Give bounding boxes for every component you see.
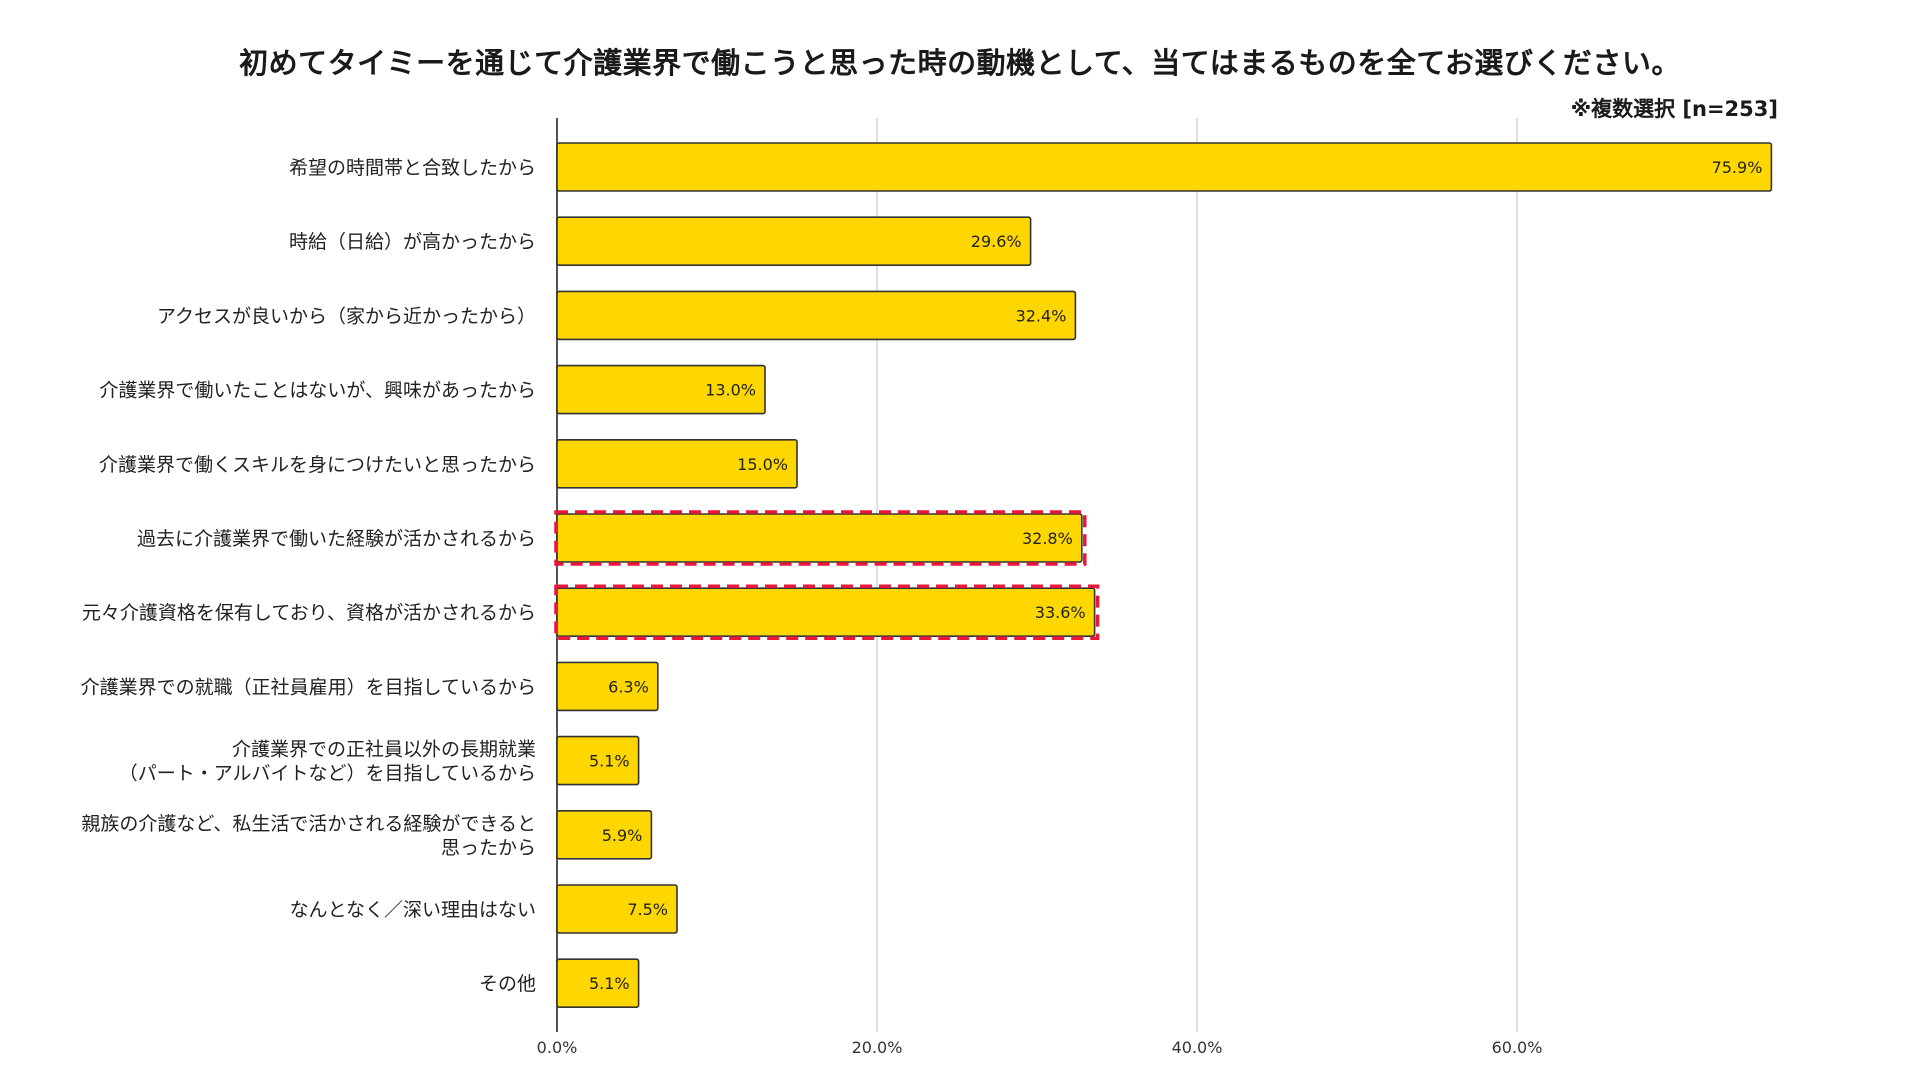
- x-tick-label: 40.0%: [1172, 1038, 1223, 1057]
- bar-value-label: 5.1%: [589, 974, 630, 993]
- category-label: 時給（日給）が高かったから: [289, 231, 536, 253]
- bar: [556, 661, 659, 712]
- category-label: 親族の介護など、私生活で活かされる経験ができると思ったから: [81, 813, 536, 859]
- bar: [556, 216, 1032, 266]
- sample-note: ※複数選択 [n=253]: [1570, 97, 1778, 121]
- category-label: その他: [479, 973, 536, 995]
- bar: [556, 290, 1077, 341]
- bar: [556, 364, 766, 415]
- category-label: 介護業界で働くスキルを身につけたいと思ったから: [99, 454, 536, 476]
- bar-value-label: 29.6%: [971, 232, 1022, 251]
- bar-value-label: 13.0%: [705, 381, 756, 400]
- category-label: 希望の時間帯と合致したから: [289, 157, 536, 179]
- x-tick-label: 60.0%: [1492, 1038, 1543, 1057]
- bar: [556, 142, 1773, 192]
- chart-title: 初めてタイミーを通じて介護業界で働こうと思った時の動機として、当てはまるものを全…: [239, 46, 1681, 80]
- category-label: アクセスが良いから（家から近かったから）: [157, 305, 536, 327]
- x-tick-label: 20.0%: [852, 1038, 903, 1057]
- bar-highlight-outline: [554, 510, 1087, 566]
- bar-value-label: 15.0%: [737, 455, 788, 474]
- category-label: 介護業界での就職（正社員雇用）を目指しているから: [81, 676, 536, 698]
- x-tick-label: 0.0%: [537, 1038, 578, 1057]
- bar: [556, 587, 1096, 638]
- bar: [556, 958, 640, 1009]
- bar: [556, 884, 678, 934]
- bar-value-label: 33.6%: [1035, 603, 1086, 622]
- bar-highlight-outline: [554, 584, 1100, 640]
- category-label: 介護業界での正社員以外の長期就業（パート・アルバイトなど）を目指しているから: [119, 739, 536, 785]
- bar-value-label: 75.9%: [1712, 158, 1763, 177]
- bar: [556, 513, 1083, 563]
- bar-value-label: 7.5%: [627, 900, 668, 919]
- bar: [556, 809, 653, 860]
- bar-value-label: 5.9%: [602, 826, 643, 845]
- category-label: 介護業界で働いたことはないが、興味があったから: [99, 380, 536, 402]
- bar: [556, 438, 798, 489]
- category-label: なんとなく／深い理由はない: [290, 899, 536, 921]
- bar-value-label: 32.4%: [1016, 306, 1067, 325]
- bar-value-label: 32.8%: [1022, 529, 1073, 548]
- bar: [556, 735, 640, 786]
- bar-value-label: 5.1%: [589, 752, 630, 771]
- category-label: 過去に介護業界で働いた経験が活かされるから: [137, 528, 536, 550]
- category-label: 元々介護資格を保有しており、資格が活かされるから: [82, 602, 536, 624]
- bar-value-label: 6.3%: [608, 677, 649, 696]
